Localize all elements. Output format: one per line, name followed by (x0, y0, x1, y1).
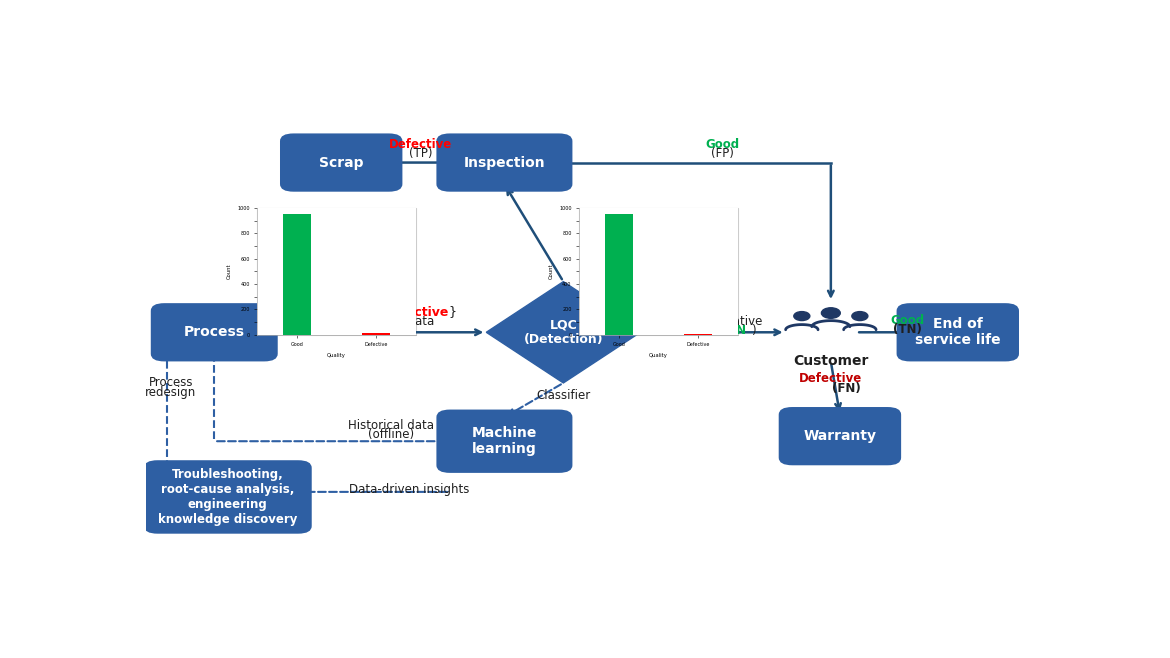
Text: (offline): (offline) (369, 428, 414, 441)
Text: Process: Process (149, 376, 193, 390)
Text: (: ( (614, 236, 619, 249)
Text: Real-time data: Real-time data (347, 315, 435, 328)
Text: Machine
learning: Machine learning (472, 426, 537, 456)
Text: TN: TN (729, 324, 748, 338)
FancyBboxPatch shape (896, 303, 1019, 361)
Text: }: } (448, 305, 456, 318)
FancyBboxPatch shape (436, 409, 572, 473)
Text: (FN): (FN) (832, 382, 860, 395)
Text: Troubleshooting,
root-cause analysis,
engineering
knowledge discovery: Troubleshooting, root-cause analysis, en… (158, 468, 297, 526)
FancyBboxPatch shape (779, 407, 901, 465)
FancyBboxPatch shape (151, 303, 277, 361)
Text: ,: , (721, 324, 729, 338)
Circle shape (852, 312, 868, 320)
Circle shape (793, 312, 810, 320)
Text: Good: Good (890, 314, 925, 326)
Text: good: good (333, 305, 369, 318)
Text: (online): (online) (369, 324, 414, 337)
Text: ): ) (751, 324, 756, 338)
Text: ,: , (644, 236, 647, 249)
Text: Scrap: Scrap (319, 155, 364, 170)
Text: FN: FN (697, 324, 716, 338)
Text: (: ( (690, 324, 695, 338)
Text: TP: TP (621, 236, 639, 249)
Text: Inspection: Inspection (463, 155, 545, 170)
Text: Defective: Defective (390, 138, 453, 151)
Text: defective: defective (384, 305, 449, 318)
Text: Customer: Customer (793, 354, 868, 368)
Text: Historical data: Historical data (347, 419, 434, 432)
Polygon shape (487, 282, 640, 383)
Text: Classifier: Classifier (536, 389, 591, 402)
Text: redesign: redesign (145, 386, 197, 399)
Circle shape (821, 308, 840, 318)
Text: Good: Good (706, 138, 739, 151)
Text: Defective: Defective (799, 372, 862, 386)
Text: Classified: Classified (606, 215, 666, 227)
Text: (FP): (FP) (710, 147, 734, 161)
Text: Warranty: Warranty (804, 429, 876, 443)
FancyBboxPatch shape (436, 134, 572, 191)
Text: ,: , (374, 305, 383, 318)
Text: (TN): (TN) (894, 323, 922, 336)
FancyBboxPatch shape (280, 134, 402, 191)
FancyBboxPatch shape (144, 460, 311, 534)
Text: positive: positive (612, 224, 660, 238)
Text: End of
service life: End of service life (915, 317, 1000, 347)
Text: ): ) (672, 236, 677, 249)
Text: FP: FP (651, 236, 668, 249)
Text: Data-driven insights: Data-driven insights (349, 483, 469, 496)
Text: {: { (323, 305, 331, 318)
Text: LQC
(Detection): LQC (Detection) (523, 318, 604, 346)
Text: Classified negative: Classified negative (651, 315, 763, 328)
Text: (TP): (TP) (410, 147, 433, 161)
Text: Process: Process (184, 325, 245, 340)
